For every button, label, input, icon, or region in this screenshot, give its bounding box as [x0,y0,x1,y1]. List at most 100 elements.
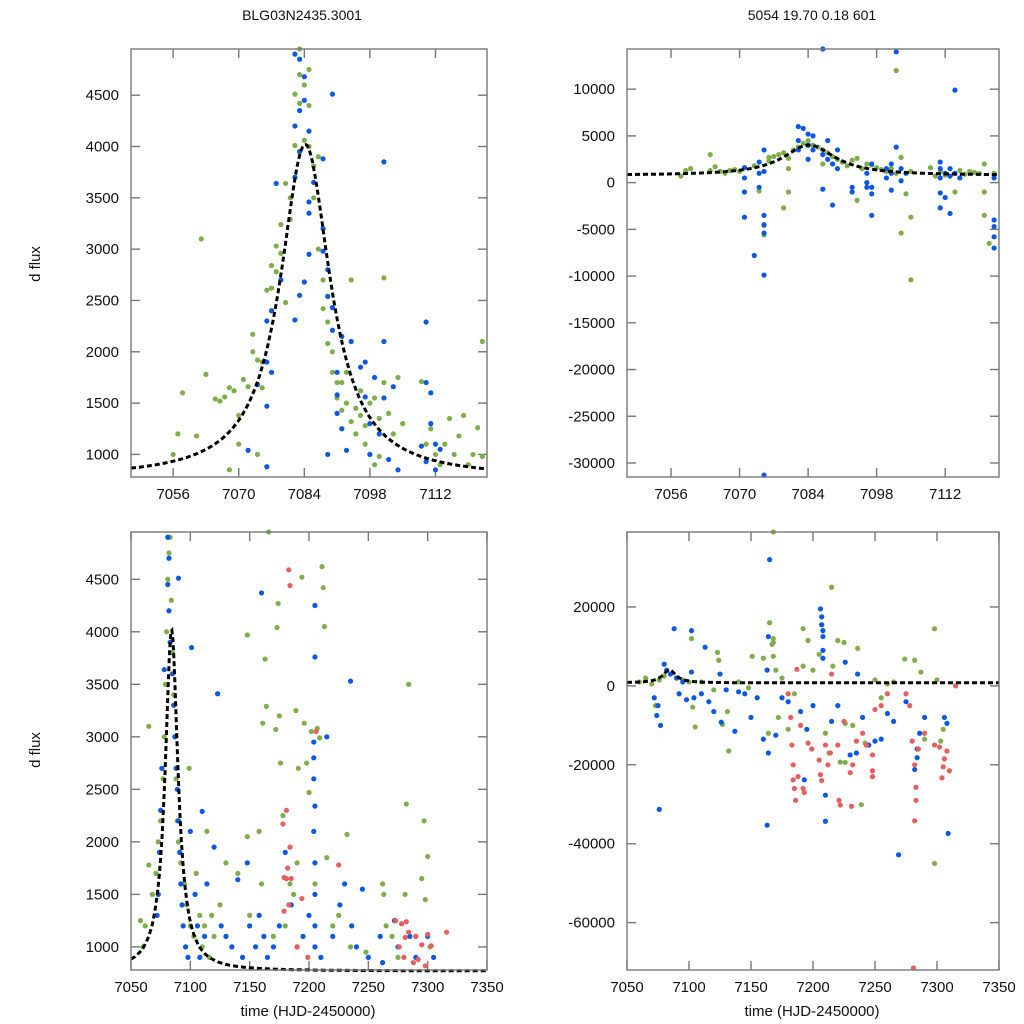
point-blue [306,251,312,257]
point-blue [718,719,724,725]
point-blue [869,161,875,167]
point-green [186,765,192,771]
point-blue [834,147,841,153]
point-green [277,760,284,766]
point-blue [754,695,760,701]
point-green [362,423,368,429]
point-green [273,726,279,733]
point-blue [245,447,251,453]
point-green [175,431,181,437]
point-green [312,881,318,887]
point-red [941,756,948,762]
point-blue [898,178,904,184]
point-red [793,797,799,803]
point-red [939,775,945,781]
point-blue [311,755,317,761]
point-red [413,933,419,939]
point-green [319,564,325,570]
x-tick-label: 7200 [796,979,829,996]
point-green [421,818,427,824]
y-tick-label: 3500 [86,676,119,693]
point-green [688,635,695,642]
point-green [893,67,899,74]
point-red [884,691,891,697]
point-blue [888,161,894,167]
point-blue [820,151,826,158]
point-green [736,679,742,685]
point-red [936,744,943,750]
point-green [785,166,792,172]
point-red [841,718,847,725]
point-red [907,703,913,709]
point-red [785,691,791,697]
point-blue [432,467,439,473]
point-blue [937,205,943,211]
point-green [339,379,345,386]
point-blue [343,447,350,453]
point-green [226,385,232,391]
point-green [475,425,481,431]
point-red [790,762,796,768]
point-blue [312,803,318,809]
point-red [819,777,825,784]
point-blue [431,954,437,960]
point-blue [187,828,193,834]
point-green [822,730,829,736]
point-blue [329,327,336,333]
point-red [283,876,290,882]
x-tick-label: 7150 [233,979,266,996]
point-green [282,299,289,306]
point-blue [947,166,953,172]
point-green [816,651,822,657]
point-green [850,722,856,728]
point-blue [159,765,165,771]
point-blue [785,699,791,705]
point-blue [342,881,348,887]
point-red [869,752,876,758]
point-red [922,730,928,736]
point-green [258,881,265,887]
point-blue [365,954,371,960]
point-blue [688,669,695,675]
point-green [855,645,861,652]
point-blue [691,695,697,701]
point-blue [423,459,429,465]
point-red [847,770,853,776]
point-green [688,166,694,172]
point-blue [256,912,262,918]
point-blue [760,736,767,742]
point-red [853,738,860,744]
point-blue [835,703,841,709]
point-red [913,784,919,790]
point-green [981,161,987,167]
point-blue [767,557,773,563]
point-red [313,728,319,735]
point-red [837,802,843,808]
point-green [353,405,359,411]
point-green [263,703,269,709]
point-green [756,188,762,194]
point-green [371,395,378,401]
point-green [971,169,978,175]
point-blue [810,147,816,153]
y-tick-label: 3000 [86,241,119,258]
point-blue [264,359,270,365]
point-green [805,137,811,144]
point-green [348,418,354,425]
point-blue [822,792,829,798]
point-green [785,726,791,732]
point-green [785,155,792,161]
point-blue [829,161,836,167]
point-green [376,415,382,422]
point-green [320,277,326,283]
point-green [422,897,428,903]
point-blue [297,56,303,62]
point-red [913,797,919,803]
point-blue [898,166,904,172]
point-green [153,870,159,876]
point-green [270,933,276,939]
y-tick-label: 0 [607,678,615,695]
point-red [878,703,884,709]
point-green [244,834,250,840]
y-tick-label: -60000 [568,915,615,932]
